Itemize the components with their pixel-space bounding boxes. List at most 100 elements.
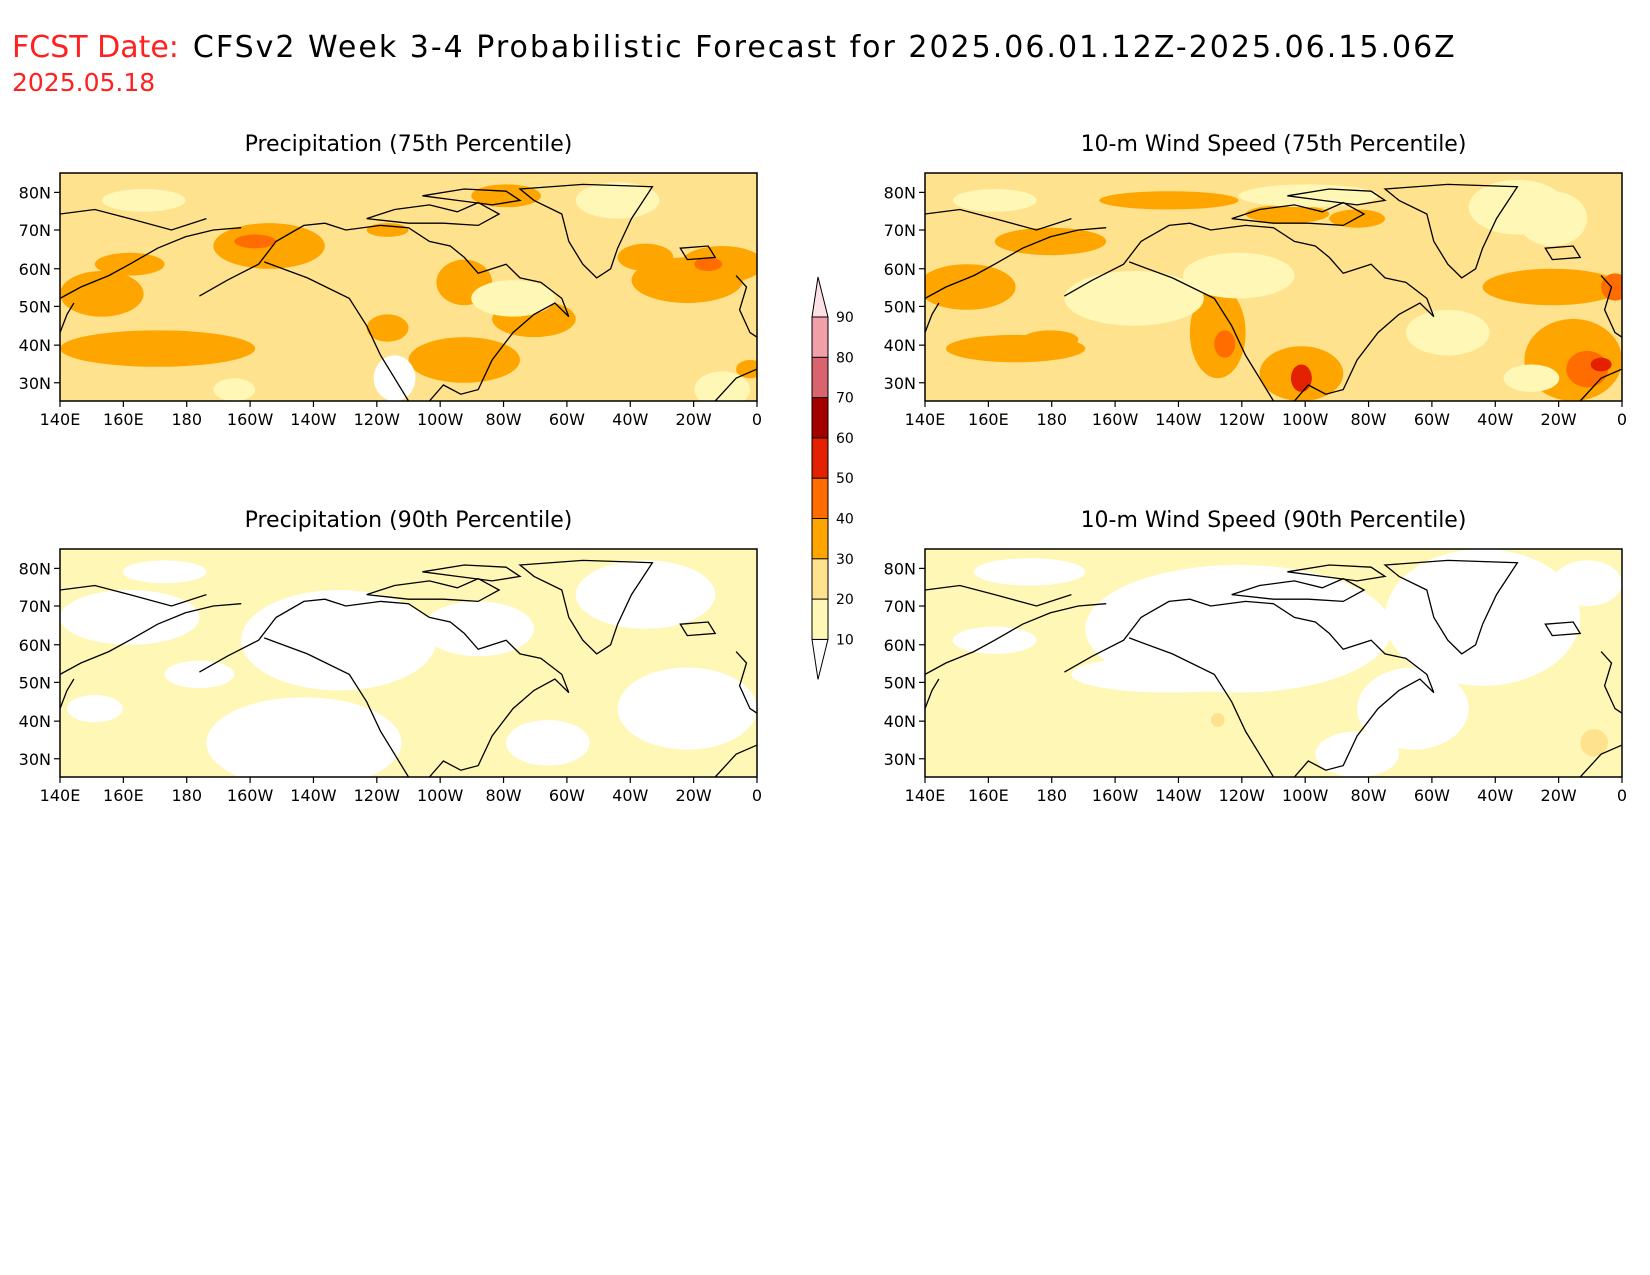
lat-label: 50N [19,297,51,316]
probability-region [617,667,757,750]
colorbar-segment [812,317,828,358]
lon-label: 100W [417,786,464,805]
coastline [679,621,717,637]
lon-label: 60W [1414,786,1450,805]
map-frame [59,172,758,402]
probability-region [994,227,1107,256]
colorbar-label: 70 [836,391,854,407]
lat-label: 50N [19,673,51,692]
coastline [679,245,717,261]
lon-label: 20W [676,410,712,429]
probability-region [1405,309,1490,356]
probability-region [575,182,660,219]
lat-label: 30N [19,750,51,769]
probability-region [60,271,144,317]
coastline [366,201,501,227]
lon-label: 140W [290,786,337,805]
probability-region [1099,191,1239,210]
coastline [1544,245,1582,261]
probability-region [680,245,757,283]
probability-region [1290,364,1312,392]
probability-region [60,590,200,645]
probability-region [925,264,1016,310]
main-title: CFSv2 Week 3-4 Probabilistic Forecast fo… [192,30,1457,65]
lon-label: 80W [1350,410,1386,429]
colorbar-label: 50 [836,471,854,487]
probability-region [213,378,256,401]
lon-label: 160E [103,410,144,429]
probability-region [1182,252,1295,299]
shaded-field [925,173,1622,401]
probability-region [1552,560,1622,606]
lon-label: 20W [1541,410,1577,429]
lon-label: 180 [171,410,202,429]
probability-region [1064,271,1204,326]
coastline [1383,183,1519,279]
panel-title: 10-m Wind Speed (75th Percentile) [1081,132,1467,157]
map-panel: 10-m Wind Speed (90th Percentile) 140E 160… [884,508,1627,805]
lat-label: 80N [884,559,916,578]
colorbar-end-high [811,276,829,318]
probability-region [1601,273,1622,301]
coastline [1064,222,1435,401]
probability-region [60,330,256,367]
lon-label: 120W [1219,786,1266,805]
probability-region [1210,713,1225,727]
lon-label: 100W [1282,410,1329,429]
lat-label: 40N [884,712,916,731]
lon-label: 140W [1155,410,1202,429]
lon-label: 180 [1036,786,1067,805]
lon-label: 160W [227,410,274,429]
lon-label: 140W [1155,786,1202,805]
lon-label: 140W [290,410,337,429]
coastline [60,227,242,333]
probability-region [241,590,437,691]
lat-label: 60N [884,260,916,279]
coastline [60,208,207,231]
lon-label: 20W [1541,786,1577,805]
lon-label: 160E [103,786,144,805]
lon-label: 160E [968,410,1009,429]
probability-region [617,243,674,272]
probability-region [1022,330,1079,349]
coastline [1544,621,1582,637]
lon-label: 40W [1477,410,1513,429]
lon-label: 160E [968,786,1009,805]
colorbar-label: 90 [836,310,854,326]
lon-label: 160W [1092,786,1139,805]
coastline [199,222,570,401]
coastline [1287,564,1387,582]
coastline [518,559,654,655]
probability-region [366,314,409,342]
colorbar-segment [812,437,828,479]
lon-label: 120W [354,786,401,805]
lat-label: 30N [884,750,916,769]
coastline [925,584,1072,607]
lon-label: 80W [1350,786,1386,805]
map-panel: Precipitation (75th Percentile) 140E 160E 1… [19,132,762,429]
probability-region [694,257,723,272]
coastline [1231,201,1366,227]
colorbar-segment [812,558,828,600]
lon-label: 140E [905,410,946,429]
lon-label: 160W [1092,410,1139,429]
probability-region [101,188,186,212]
probability-region [422,601,534,657]
probability-region [1580,729,1609,757]
map-frame [924,172,1623,402]
lon-label: 140E [40,786,81,805]
shaded-field [925,549,1622,777]
probability-region [66,694,123,723]
probability-region [952,188,1037,212]
lon-label: 0 [1617,410,1627,429]
shaded-field [60,549,757,777]
coastline [1064,598,1435,777]
colorbar-label: 10 [836,632,854,648]
map-frame [924,548,1623,778]
lon-label: 0 [1617,786,1627,805]
fcst-label: FCST Date: [12,30,179,65]
coastline [1579,651,1622,777]
colorbar-label: 80 [836,350,854,366]
probability-region [1517,191,1588,246]
lat-label: 80N [19,183,51,202]
